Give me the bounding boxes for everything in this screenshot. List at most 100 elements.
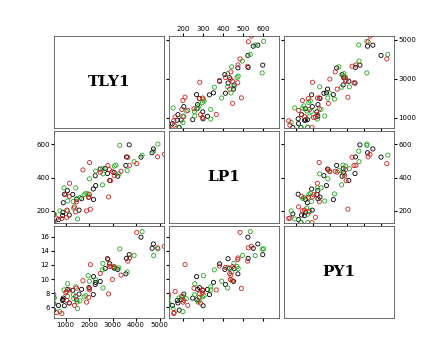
Point <box>116 246 123 252</box>
Point <box>323 90 330 96</box>
Point <box>210 279 217 285</box>
Point <box>304 125 311 130</box>
Point <box>234 255 241 261</box>
Point <box>216 78 223 83</box>
Point <box>245 65 252 70</box>
Point <box>308 125 315 130</box>
Point <box>99 166 107 171</box>
Point <box>333 65 340 71</box>
Point <box>233 264 241 269</box>
Point <box>227 76 234 82</box>
Point <box>206 92 213 98</box>
Point <box>104 257 112 262</box>
Point <box>352 62 359 68</box>
Point <box>111 264 118 270</box>
Point <box>291 216 298 222</box>
Point <box>364 43 371 49</box>
Point <box>155 246 162 252</box>
Point <box>199 294 206 300</box>
Point <box>245 245 252 251</box>
Point <box>226 86 233 92</box>
Point <box>314 188 321 193</box>
Point <box>72 209 79 215</box>
Point <box>115 171 122 177</box>
Point <box>154 154 161 160</box>
Point <box>244 63 251 69</box>
Point <box>165 125 172 130</box>
Point <box>342 79 349 84</box>
Point <box>180 114 187 119</box>
Point <box>161 151 168 157</box>
Point <box>222 90 229 96</box>
Point <box>295 217 302 222</box>
Point <box>309 79 316 85</box>
Point <box>130 252 138 258</box>
Point <box>130 159 138 165</box>
Point <box>97 270 104 276</box>
Point <box>71 204 78 210</box>
Point <box>86 176 93 182</box>
Point <box>314 116 321 122</box>
Point <box>250 245 257 251</box>
Point <box>234 271 241 277</box>
Point <box>51 295 58 301</box>
Point <box>384 152 391 158</box>
Point <box>85 273 92 279</box>
Point <box>345 178 353 183</box>
Point <box>324 86 331 92</box>
Point <box>50 307 57 313</box>
Point <box>63 207 70 213</box>
Point <box>260 246 267 252</box>
Point <box>197 112 204 118</box>
Point <box>199 287 207 293</box>
Point <box>340 82 347 88</box>
Point <box>342 75 349 81</box>
Point <box>313 192 320 197</box>
Point <box>196 291 203 297</box>
Point <box>340 166 347 171</box>
Point <box>97 166 104 172</box>
Point <box>59 209 66 215</box>
Point <box>297 220 305 226</box>
Point <box>72 284 79 290</box>
Point <box>304 200 311 206</box>
Point <box>92 183 99 188</box>
Point <box>78 196 85 201</box>
Point <box>138 234 145 240</box>
Point <box>66 300 73 306</box>
Point <box>234 62 241 68</box>
Point <box>350 162 358 168</box>
Point <box>363 141 370 147</box>
Point <box>169 306 177 312</box>
Point <box>248 243 255 249</box>
Point <box>92 282 99 287</box>
Point <box>199 303 207 309</box>
Point <box>104 162 112 168</box>
Point <box>138 154 145 160</box>
Point <box>211 267 218 273</box>
Point <box>383 56 390 62</box>
Point <box>325 100 332 106</box>
Point <box>105 291 112 297</box>
Point <box>150 253 157 258</box>
Point <box>191 292 198 297</box>
Point <box>149 150 156 156</box>
Point <box>111 163 118 169</box>
Point <box>341 173 348 178</box>
Point <box>224 84 231 90</box>
Point <box>178 293 185 299</box>
Point <box>190 285 198 291</box>
Point <box>286 215 293 221</box>
Point <box>308 199 315 204</box>
Point <box>58 310 65 316</box>
Point <box>310 115 317 121</box>
Point <box>64 287 71 292</box>
Point <box>82 293 90 299</box>
Point <box>333 162 340 168</box>
Point <box>75 291 82 297</box>
Point <box>112 162 120 168</box>
Point <box>99 261 107 266</box>
Point <box>90 292 97 297</box>
Point <box>351 171 358 177</box>
Point <box>218 95 225 101</box>
